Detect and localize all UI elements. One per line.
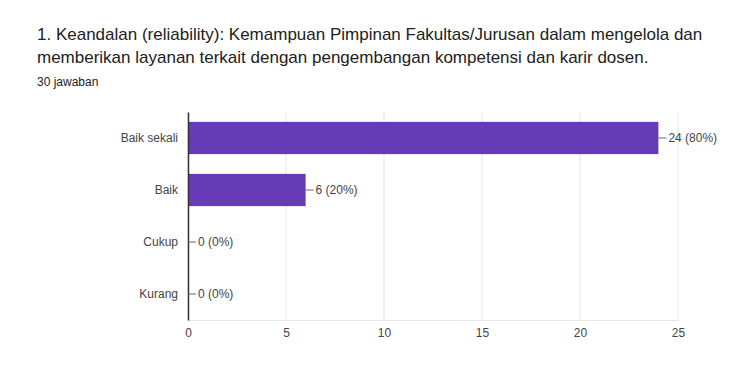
data-label-leader [188, 242, 196, 243]
x-tick: 0 [185, 320, 192, 340]
grid-line [188, 112, 189, 320]
data-label: 24 (80%) [668, 131, 717, 145]
grid [188, 112, 678, 320]
x-tick-label: 15 [476, 326, 490, 340]
y-tick-label: Baik [155, 183, 179, 197]
y-tick: Baik sekali [121, 131, 188, 145]
x-tick-label: 10 [378, 326, 392, 340]
data-label: 0 (0%) [198, 235, 233, 249]
x-tick: 10 [378, 320, 392, 340]
bar [188, 122, 658, 154]
y-tick: Cukup [143, 235, 188, 249]
x-tick: 5 [283, 320, 290, 340]
chart-title: 1. Keandalan (reliability): Kemampuan Pi… [37, 25, 702, 67]
x-tick-label: 20 [574, 326, 588, 340]
data-labels: 24 (80%) 6 (20%) 0 (0%) 0 (0%) [188, 131, 717, 301]
x-tick: 15 [476, 320, 490, 340]
x-tick: 20 [574, 320, 588, 340]
y-axis: Baik sekali Baik Cukup Kurang [121, 113, 189, 321]
x-tick-label: 0 [185, 326, 192, 340]
y-tick-label: Kurang [139, 287, 178, 301]
x-axis-line [189, 320, 679, 321]
data-label-leader [658, 138, 666, 139]
x-tick-label: 5 [283, 326, 290, 340]
x-tick-label: 25 [672, 326, 686, 340]
y-tick-label: Cukup [143, 235, 178, 249]
data-label-leader [188, 294, 196, 295]
x-tick: 25 [672, 320, 686, 340]
y-tick-label: Baik sekali [121, 131, 178, 145]
y-tick: Kurang [139, 287, 188, 301]
data-label-leader [306, 190, 314, 191]
data-label: 0 (0%) [198, 287, 233, 301]
bar [188, 174, 306, 206]
bars [188, 122, 658, 206]
data-label: 6 (20%) [316, 183, 358, 197]
x-axis: 0 5 10 15 20 25 [185, 320, 685, 340]
y-tick: Baik [155, 183, 188, 197]
chart-subtitle: 30 jawaban [37, 75, 98, 89]
y-axis-line [188, 113, 190, 321]
